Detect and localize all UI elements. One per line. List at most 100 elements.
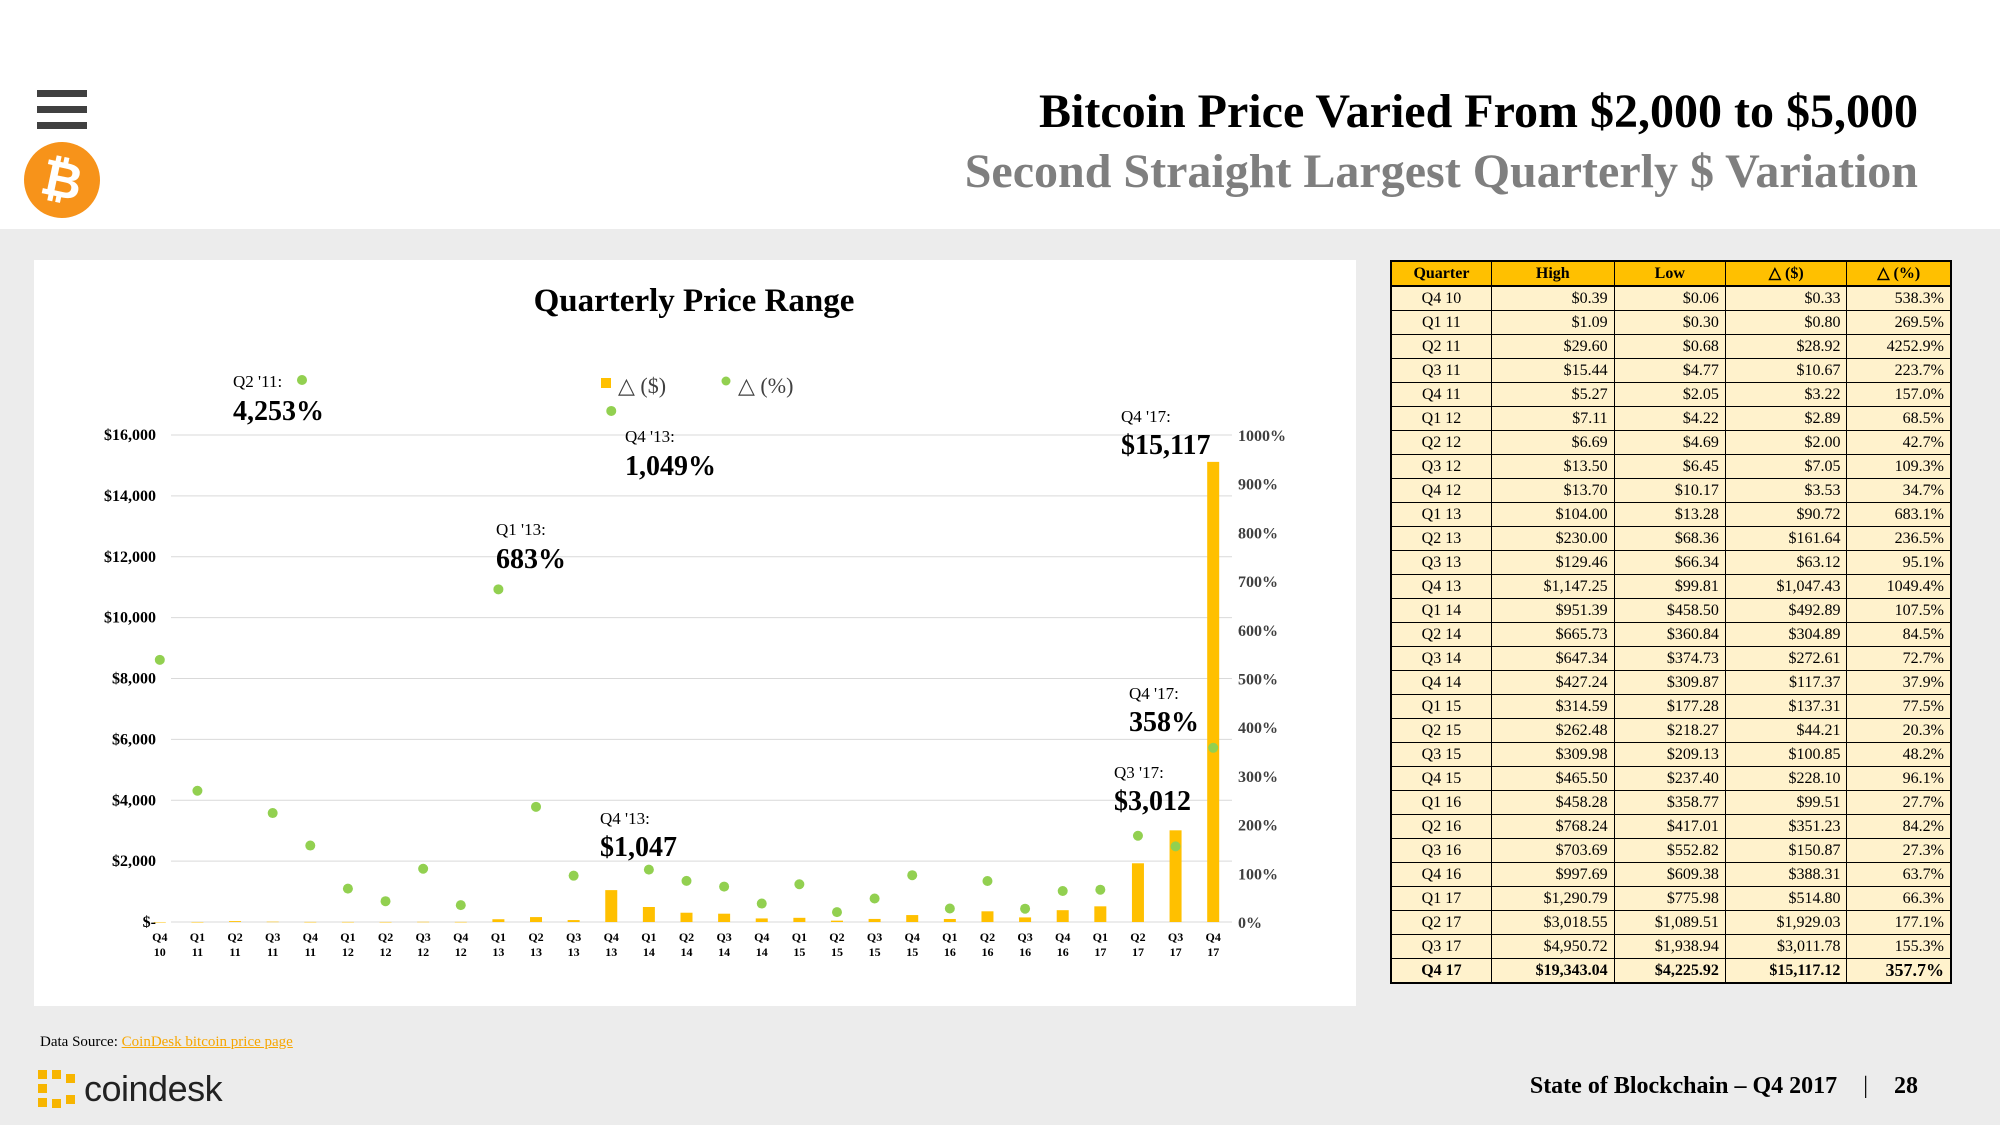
x-tick-label: 11	[229, 945, 240, 959]
x-tick-label: Q4	[754, 930, 769, 944]
bar	[229, 921, 242, 922]
dot	[643, 864, 654, 875]
dot	[380, 896, 391, 907]
table-cell: $0.06	[1613, 285, 1726, 311]
table-cell: $150.87	[1724, 838, 1848, 863]
table-cell: $2.00	[1724, 430, 1848, 455]
table-cell: $161.64	[1724, 526, 1848, 551]
table-cell: Q2 12	[1390, 430, 1492, 455]
dot	[267, 808, 278, 819]
bar	[868, 918, 881, 922]
bar	[1019, 917, 1032, 922]
table-cell: $309.98	[1490, 742, 1615, 767]
dot	[154, 654, 165, 665]
table-cell: $514.80	[1724, 886, 1848, 911]
table-row: Q1 12 $7.11 $4.22 $2.89 68.5%	[1390, 406, 1952, 431]
dot	[606, 405, 617, 416]
table-cell: $66.34	[1613, 550, 1726, 575]
table-cell: $0.68	[1613, 334, 1726, 359]
y-left-tick-label: $8,000	[112, 671, 156, 688]
table-cell: 107.5%	[1846, 598, 1952, 623]
x-tick-label: Q1	[792, 930, 807, 944]
table-cell: $351.23	[1724, 814, 1848, 839]
bar	[1094, 906, 1107, 922]
bar	[153, 921, 166, 923]
report-title: State of Blockchain – Q4 2017	[1529, 1073, 1838, 1099]
table-cell: $1,290.79	[1490, 886, 1615, 911]
table-row: Q2 13 $230.00 $68.36 $161.64 236.5%	[1390, 526, 1952, 551]
table-row: Q3 15 $309.98 $209.13 $100.85 48.2%	[1390, 742, 1952, 767]
legend-bar-label: △ ($)	[618, 373, 666, 398]
bar	[906, 915, 919, 922]
dot	[869, 893, 880, 904]
annotation-label: Q2 '11:	[233, 372, 282, 391]
dot	[531, 801, 542, 812]
table-cell: $1,147.25	[1490, 574, 1615, 599]
annotation-value: 1,049%	[625, 451, 716, 482]
legend-bar-swatch	[601, 378, 611, 388]
table-cell: $262.48	[1490, 718, 1615, 743]
y-right-tick-label: 300%	[1238, 769, 1278, 786]
table-cell: 177.1%	[1846, 910, 1952, 935]
table-cell: $358.77	[1613, 790, 1726, 815]
bar	[191, 921, 204, 923]
table-cell: $768.24	[1490, 814, 1615, 839]
table-cell: $3.22	[1724, 382, 1848, 407]
table-cell: $230.00	[1490, 526, 1615, 551]
table-cell: $1,929.03	[1724, 910, 1848, 935]
coindesk-wordmark: coindesk	[84, 1068, 223, 1109]
table-header-row: Quarter High Low △ ($) △ (%)	[1390, 260, 1952, 287]
table-header-cell: △ (%)	[1846, 260, 1952, 287]
footer-report: State of Blockchain – Q4 2017 | 28	[1530, 1073, 1918, 1100]
table-cell: Q4 12	[1390, 478, 1492, 503]
x-tick-label: 17	[1094, 945, 1106, 959]
bar	[1056, 910, 1069, 922]
x-tick-label: Q4	[453, 930, 468, 944]
page-subtitle: Second Straight Largest Quarterly $ Vari…	[964, 145, 1918, 198]
table-cell: $104.00	[1490, 502, 1615, 527]
table-cell: $63.12	[1724, 550, 1848, 575]
table-cell: 4252.9%	[1846, 334, 1952, 359]
x-tick-label: Q3	[1017, 930, 1032, 944]
annotation-label: Q4 '17:	[1129, 684, 1179, 703]
bar	[642, 906, 655, 922]
table-cell: Q3 14	[1390, 646, 1492, 671]
x-tick-label: 11	[267, 945, 278, 959]
table-cell: Q2 11	[1390, 334, 1492, 359]
table-cell: 37.9%	[1846, 670, 1952, 695]
annotations: Q2 '11: 4,253% Q4 '13: 1,049% Q1 '13: 68…	[233, 372, 1210, 863]
table-cell: $228.10	[1724, 766, 1848, 791]
table-cell: 48.2%	[1846, 742, 1952, 767]
table-cell: $137.31	[1724, 694, 1848, 719]
table-cell: $0.30	[1613, 310, 1726, 335]
table-cell: $90.72	[1724, 502, 1848, 527]
y-right-tick-label: 400%	[1238, 720, 1278, 737]
y-left-tick-label: $4,000	[112, 792, 156, 809]
legend: △ ($) △ (%)	[601, 373, 793, 398]
table-cell: $2.05	[1613, 382, 1726, 407]
y-right-tick-label: 200%	[1238, 818, 1278, 835]
x-tick-label: Q3	[1168, 930, 1183, 944]
bar	[454, 921, 467, 923]
table-cell: $465.50	[1490, 766, 1615, 791]
table-cell: Q4 16	[1390, 862, 1492, 887]
annotation-value: $1,047	[600, 832, 677, 863]
data-source-link[interactable]: CoinDesk bitcoin price page	[121, 1034, 293, 1050]
table-row: Q1 11 $1.09 $0.30 $0.80 269.5%	[1390, 310, 1952, 335]
dot	[982, 875, 993, 886]
table-cell: $458.28	[1490, 790, 1615, 815]
table-cell: $647.34	[1490, 646, 1615, 671]
x-tick-label: 11	[192, 945, 203, 959]
header: ₿ Bitcoin Price Varied From $2,000 to $5…	[0, 0, 2000, 229]
menu-icon[interactable]	[37, 90, 87, 130]
table-cell: 357.7%	[1846, 958, 1952, 984]
table-header-cell: High	[1490, 260, 1615, 287]
table-row: Q1 13 $104.00 $13.28 $90.72 683.1%	[1390, 502, 1952, 527]
bar	[943, 918, 956, 922]
table-cell: $117.37	[1724, 670, 1848, 695]
table-cell: 34.7%	[1846, 478, 1952, 503]
table-cell: 68.5%	[1846, 406, 1952, 431]
x-tick-label: 14	[681, 945, 693, 959]
table-row: Q4 16 $997.69 $609.38 $388.31 63.7%	[1390, 862, 1952, 887]
annotation-label: Q4 '13:	[625, 427, 675, 446]
